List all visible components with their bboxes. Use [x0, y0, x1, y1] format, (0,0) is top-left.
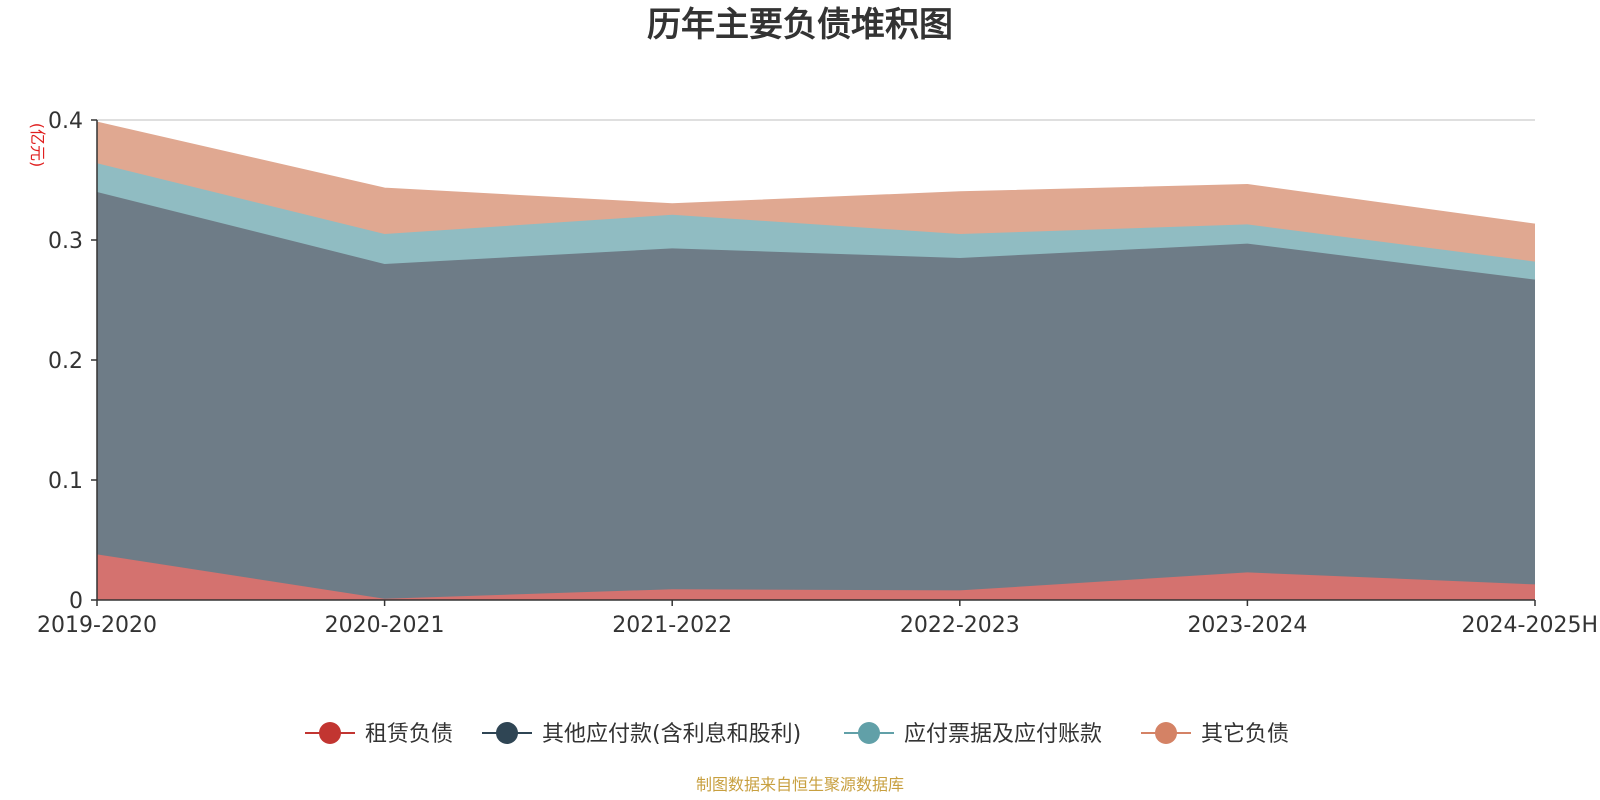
chart-title: 历年主要负债堆积图: [647, 5, 953, 45]
legend-label: 应付票据及应付账款: [904, 722, 1102, 747]
area-series: [96, 121, 1536, 600]
legend-label: 其它负债: [1201, 722, 1289, 747]
y-axis-ticks: 0 0.1 0.2 0.3 0.4: [48, 109, 97, 614]
y-tick-label: 0.1: [48, 469, 83, 494]
area-series-2: [97, 163, 1535, 280]
legend-marker: [858, 722, 880, 744]
y-tick-label: 0: [69, 589, 83, 614]
x-tick-label: 2022-2023: [900, 613, 1020, 638]
legend-marker: [496, 722, 518, 744]
legend-item-0[interactable]: 租赁负债: [305, 722, 453, 747]
legend-marker: [319, 722, 341, 744]
x-tick-label: 2019-2020: [37, 613, 157, 638]
area-series-3: [97, 122, 1535, 262]
area-top-line-3: [96, 121, 1536, 226]
x-axis-ticks: 2019-2020 2020-2021 2021-2022 2022-2023 2023…: [37, 600, 1598, 638]
area-series-0: [97, 554, 1535, 600]
legend-label: 其他应付款(含利息和股利): [542, 722, 801, 747]
y-tick-label: 0.2: [48, 349, 83, 374]
y-tick-label: 0.3: [48, 229, 83, 254]
x-tick-label: 2020-2021: [325, 613, 445, 638]
area-series-1: [97, 192, 1535, 599]
x-tick-label: 2023-2024: [1187, 613, 1307, 638]
legend-item-2[interactable]: 应付票据及应付账款: [844, 722, 1102, 747]
legend-item-3[interactable]: 其它负债: [1141, 722, 1289, 747]
legend-item-1[interactable]: 其他应付款(含利息和股利): [482, 722, 801, 747]
y-tick-label: 0.4: [48, 109, 83, 134]
x-tick-label: 2021-2022: [612, 613, 732, 638]
legend-label: 租赁负债: [365, 722, 453, 747]
x-tick-label: 2024-2025H: [1462, 613, 1598, 638]
y-axis-unit: (亿元): [28, 123, 47, 168]
legend: 租赁负债 其他应付款(含利息和股利) 应付票据及应付账款 其它负债: [305, 722, 1289, 747]
legend-marker: [1155, 722, 1177, 744]
data-source-note: 制图数据来自恒生聚源数据库: [696, 775, 904, 794]
